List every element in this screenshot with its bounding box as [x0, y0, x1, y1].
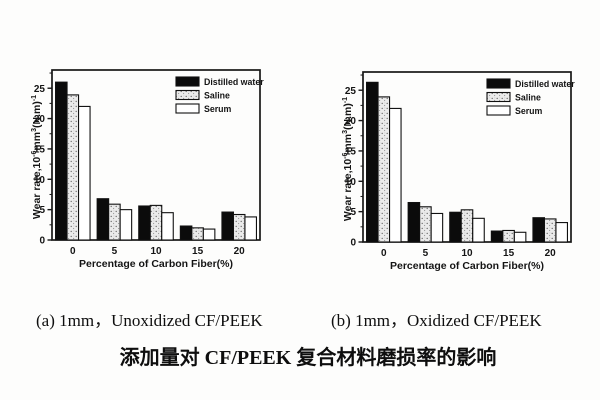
x-axis-title: Percentage of Carbon Fiber(%)	[79, 258, 233, 270]
bar-saline-15pct	[502, 229, 515, 243]
bar-distilled-water-5pct	[96, 198, 110, 241]
x-tick-label-15: 15	[192, 246, 204, 257]
y-tick-label-20: 20	[34, 114, 46, 125]
bar-distilled-water-10pct	[449, 211, 462, 243]
legend-label-serum: Serum	[204, 104, 232, 114]
bar-saline-20pct	[232, 213, 246, 241]
bar-serum-10pct	[472, 217, 485, 243]
bar-serum-5pct	[430, 212, 444, 243]
bar-distilled-water-20pct	[532, 217, 545, 243]
y-tick-label-15: 15	[34, 145, 46, 156]
legend-label-distilled-water: Distilled water	[515, 79, 575, 89]
bar-saline-0pct	[377, 96, 391, 243]
bar-saline-5pct	[419, 206, 432, 243]
bar-distilled-water-15pct	[490, 230, 504, 243]
bar-saline-15pct	[191, 227, 204, 241]
bar-distilled-water-10pct	[138, 205, 151, 241]
bar-distilled-water-15pct	[179, 225, 193, 241]
x-tick-label-10: 10	[150, 246, 162, 257]
bar-saline-5pct	[108, 203, 121, 241]
x-tick-label-0: 0	[381, 248, 387, 259]
caption-panel-a: (a) 1mm，Unoxidized CF/PEEK	[36, 311, 263, 330]
y-tick-label-0: 0	[39, 236, 45, 247]
legend-label-saline: Saline	[204, 91, 230, 101]
x-tick-label-0: 0	[70, 246, 76, 257]
y-axis-title: Wear rate,10-6mm3(N.m)-1	[342, 97, 354, 221]
caption-panel-b: (b) 1mm，Oxidized CF/PEEK	[331, 311, 542, 330]
legend-label-distilled-water: Distilled water	[204, 77, 264, 87]
bar-saline-10pct	[149, 204, 163, 241]
figure-title-chinese: 添加量对 CF/PEEK 复合材料磨损率的影响	[119, 347, 497, 369]
x-tick-label-10: 10	[461, 248, 473, 259]
y-tick-label-20: 20	[345, 116, 357, 127]
y-axis-title: Wear rate,10-6mm3(N.m)-1	[31, 95, 43, 219]
y-tick-label-0: 0	[350, 238, 356, 249]
bar-serum-5pct	[119, 209, 133, 241]
bar-distilled-water-20pct	[221, 211, 234, 241]
legend-swatch-solid-black	[486, 78, 511, 89]
y-tick-label-5: 5	[39, 205, 45, 216]
x-tick-label-20: 20	[545, 248, 557, 259]
bar-serum-15pct	[513, 231, 527, 243]
x-axis-title: Percentage of Carbon Fiber(%)	[390, 260, 544, 272]
bar-saline-10pct	[460, 209, 474, 243]
y-tick-label-25: 25	[34, 84, 46, 95]
x-tick-label-5: 5	[423, 248, 429, 259]
y-tick-label-10: 10	[345, 177, 357, 188]
legend-swatch-stipple	[175, 89, 200, 101]
legend-swatch-white	[175, 103, 200, 114]
x-tick-label-15: 15	[503, 248, 515, 259]
y-tick-label-5: 5	[350, 207, 356, 218]
bar-serum-15pct	[202, 228, 216, 241]
legend-swatch-white	[486, 105, 511, 116]
legend-label-serum: Serum	[515, 106, 543, 116]
bar-serum-0pct	[389, 107, 402, 243]
legend-label-saline: Saline	[515, 93, 541, 103]
bar-saline-20pct	[543, 218, 557, 243]
bar-serum-10pct	[161, 212, 174, 241]
y-tick-label-25: 25	[345, 86, 357, 97]
bar-distilled-water-0pct	[365, 81, 379, 243]
legend-swatch-solid-black	[175, 76, 200, 87]
bar-distilled-water-5pct	[407, 201, 421, 243]
bar-serum-0pct	[78, 105, 91, 241]
bar-serum-20pct	[555, 222, 568, 243]
x-tick-label-20: 20	[234, 246, 246, 257]
bar-serum-20pct	[244, 216, 257, 241]
x-tick-label-5: 5	[112, 246, 118, 257]
bar-distilled-water-0pct	[54, 81, 68, 241]
y-tick-label-15: 15	[345, 147, 357, 158]
bar-saline-0pct	[66, 94, 80, 241]
legend-swatch-stipple	[486, 91, 511, 103]
y-tick-label-10: 10	[34, 175, 46, 186]
